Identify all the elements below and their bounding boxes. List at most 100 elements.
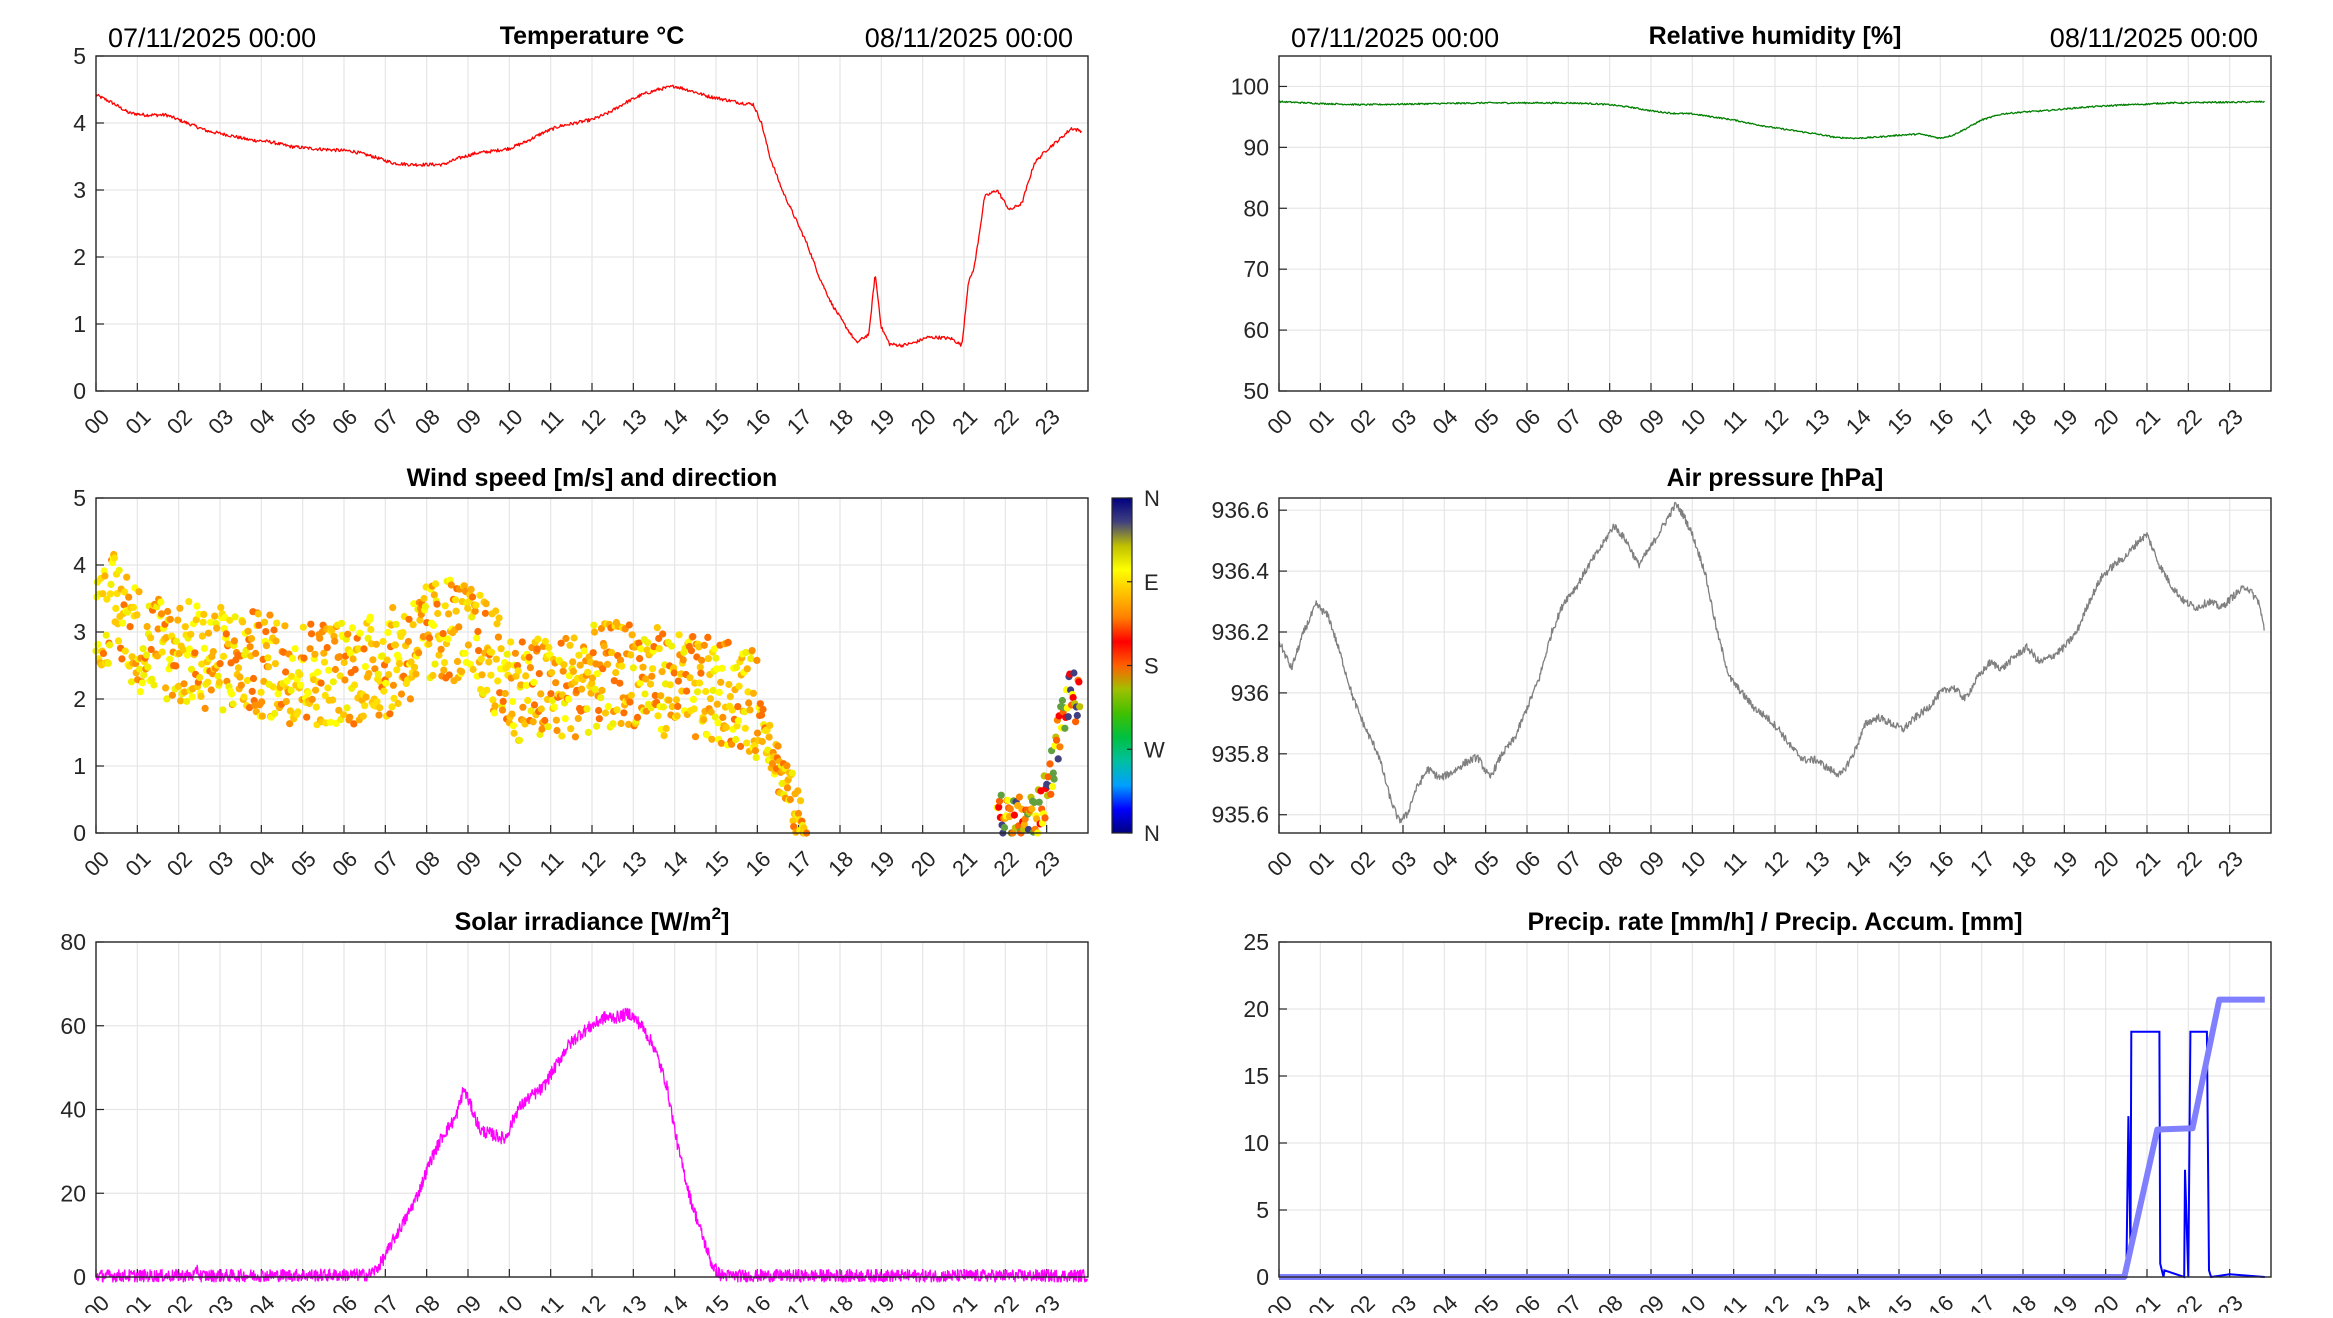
humidity-xtick-label: 14 bbox=[1841, 404, 1876, 439]
temperature-xtick-label: 05 bbox=[286, 404, 321, 439]
wind-point bbox=[435, 651, 443, 659]
wind-point bbox=[1041, 814, 1049, 822]
wind-point bbox=[237, 681, 245, 689]
wind-point bbox=[703, 731, 711, 739]
wind-point bbox=[451, 596, 459, 604]
wind-point bbox=[157, 610, 166, 618]
wind-point bbox=[1015, 793, 1024, 801]
wind-point bbox=[389, 681, 397, 689]
wind-point bbox=[439, 630, 447, 638]
wind-point bbox=[128, 653, 136, 661]
wind-point bbox=[136, 665, 144, 673]
wind-point bbox=[444, 635, 452, 643]
wind-point bbox=[150, 681, 158, 689]
pressure-ytick-label: 935.6 bbox=[1211, 802, 1269, 828]
solar-xtick-label: 12 bbox=[575, 1290, 610, 1313]
precip-ytick-label: 15 bbox=[1243, 1063, 1269, 1089]
wind-point bbox=[724, 638, 732, 647]
wind-point bbox=[271, 660, 279, 668]
wind-point bbox=[997, 791, 1005, 799]
wind-point bbox=[722, 723, 730, 732]
humidity-ytick-label: 60 bbox=[1243, 317, 1269, 343]
wind-xtick-label: 21 bbox=[947, 846, 982, 881]
wind-point bbox=[569, 658, 577, 666]
wind-point bbox=[262, 628, 270, 636]
wind-point bbox=[1069, 694, 1077, 702]
solar-xtick-label: 18 bbox=[823, 1290, 858, 1313]
wind-point bbox=[406, 695, 414, 703]
wind-point bbox=[219, 706, 227, 714]
wind-point bbox=[445, 671, 453, 679]
humidity-xtick-label: 02 bbox=[1345, 404, 1380, 439]
wind-title: Wind speed [m/s] and direction bbox=[407, 464, 778, 492]
precip-xtick-label: 00 bbox=[1262, 1290, 1297, 1313]
wind-point bbox=[766, 721, 774, 730]
wind-point bbox=[550, 703, 558, 711]
wind-point bbox=[533, 645, 541, 653]
wind-point bbox=[689, 695, 698, 704]
humidity-xtick-label: 10 bbox=[1676, 404, 1711, 439]
wind-point bbox=[222, 630, 230, 638]
wind-point bbox=[659, 703, 668, 711]
wind-point bbox=[255, 621, 263, 629]
wind-point bbox=[219, 652, 228, 661]
wind-point bbox=[728, 706, 736, 714]
precip-ytick-label: 25 bbox=[1243, 929, 1269, 955]
wind-point bbox=[668, 642, 676, 650]
wind-point bbox=[565, 695, 573, 703]
wind-point bbox=[695, 643, 703, 651]
precip-xtick-label: 07 bbox=[1552, 1290, 1587, 1313]
wind-point bbox=[183, 651, 191, 659]
pressure-ytick-label: 935.8 bbox=[1211, 741, 1269, 767]
wind-point bbox=[668, 703, 676, 711]
wind-xtick-label: 07 bbox=[369, 846, 404, 881]
wind-point bbox=[600, 642, 608, 650]
wind-point bbox=[562, 634, 570, 643]
wind-point bbox=[485, 658, 493, 666]
wind-point bbox=[584, 668, 592, 676]
wind-point bbox=[604, 702, 612, 711]
wind-point bbox=[507, 638, 515, 646]
wind-point bbox=[344, 630, 352, 638]
wind-point bbox=[335, 653, 344, 661]
wind-point bbox=[659, 630, 667, 638]
wind-point bbox=[106, 641, 114, 649]
pressure-xtick-label: 20 bbox=[2089, 846, 2124, 881]
wind-point bbox=[356, 629, 364, 637]
wind-point bbox=[590, 621, 598, 629]
wind-point bbox=[308, 695, 316, 704]
pressure-xtick-label: 22 bbox=[2172, 846, 2207, 881]
temperature-xtick-label: 23 bbox=[1030, 404, 1065, 439]
wind-point bbox=[467, 585, 475, 594]
wind-point bbox=[187, 630, 195, 638]
header-right-date-2: 08/11/2025 00:00 bbox=[2050, 23, 2258, 53]
humidity-xtick-label: 15 bbox=[1882, 404, 1917, 439]
wind-point bbox=[558, 732, 566, 740]
humidity-xtick-label: 11 bbox=[1717, 405, 1751, 439]
wind-point bbox=[320, 658, 329, 666]
humidity-xtick-label: 22 bbox=[2172, 404, 2207, 439]
precip-xtick-label: 15 bbox=[1882, 1290, 1917, 1313]
precip-xtick-label: 16 bbox=[1924, 1290, 1959, 1313]
wind-point bbox=[282, 668, 290, 676]
wind-point bbox=[154, 625, 162, 633]
wind-point bbox=[636, 679, 644, 687]
wind-point bbox=[99, 590, 107, 598]
wind-point bbox=[567, 725, 575, 733]
wind-point bbox=[409, 621, 417, 629]
wind-xtick-label: 18 bbox=[823, 846, 858, 881]
wind-point bbox=[349, 655, 357, 663]
wind-point bbox=[431, 660, 439, 668]
wind-point bbox=[490, 709, 498, 717]
wind-point bbox=[434, 609, 442, 618]
humidity-xtick-label: 20 bbox=[2089, 404, 2124, 439]
wind-point bbox=[364, 634, 372, 643]
wind-point bbox=[704, 655, 713, 663]
humidity-xtick-label: 21 bbox=[2130, 404, 2165, 439]
wind-point bbox=[287, 686, 295, 695]
wind-point bbox=[629, 664, 638, 672]
temperature-xtick-label: 06 bbox=[327, 404, 362, 439]
wind-point bbox=[534, 635, 542, 643]
temperature-xtick-label: 19 bbox=[865, 404, 900, 439]
wind-point bbox=[1070, 669, 1078, 677]
